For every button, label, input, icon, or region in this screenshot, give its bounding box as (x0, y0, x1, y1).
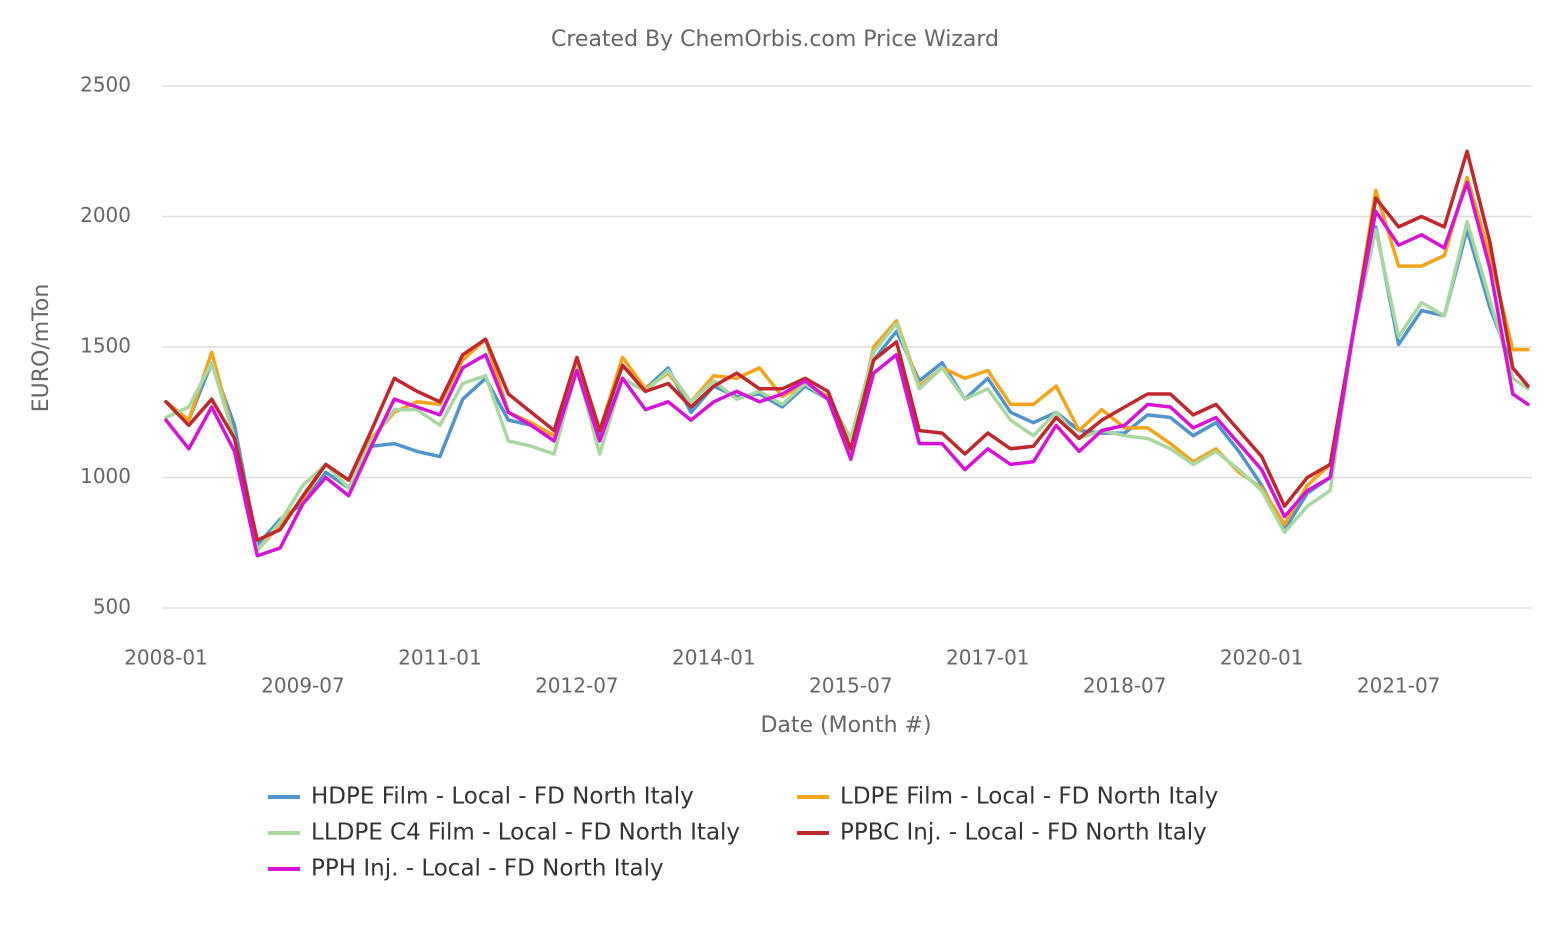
x-tick-label: 2020-01 (1220, 646, 1304, 670)
legend-label: PPH Inj. - Local - FD North Italy (311, 856, 664, 882)
legend-label: LDPE Film - Local - FD North Italy (840, 784, 1218, 810)
x-tick-label: 2021-07 (1357, 674, 1441, 698)
x-tick-label: 2014-01 (672, 646, 756, 670)
series-line (164, 149, 1530, 542)
series-line (164, 219, 1530, 553)
x-axis-label: Date (Month #) (760, 713, 931, 738)
x-tick-label: 2012-07 (535, 674, 619, 698)
series-line (164, 180, 1530, 558)
legend-label: LLDPE C4 Film - Local - FD North Italy (311, 820, 740, 846)
series-line (164, 225, 1530, 548)
x-tick-label: 2017-01 (946, 646, 1030, 670)
x-tick-label: 2015-07 (809, 674, 893, 698)
chart-title: Created By ChemOrbis.com Price Wizard (551, 27, 999, 52)
legend-label: PPBC Inj. - Local - FD North Italy (840, 820, 1207, 846)
y-tick-label: 500 (93, 595, 131, 619)
x-tick-label: 2011-01 (398, 646, 482, 670)
legend-label: HDPE Film - Local - FD North Italy (311, 784, 694, 810)
y-tick-label: 1000 (80, 464, 131, 488)
x-tick-label: 2009-07 (261, 674, 345, 698)
x-tick-label: 2008-01 (124, 646, 208, 670)
y-tick-label: 2000 (80, 203, 131, 227)
y-tick-label: 2500 (80, 73, 131, 97)
y-axis-label: EURO/mTon (29, 284, 54, 413)
y-tick-label: 1500 (80, 334, 131, 358)
x-tick-label: 2018-07 (1083, 674, 1167, 698)
